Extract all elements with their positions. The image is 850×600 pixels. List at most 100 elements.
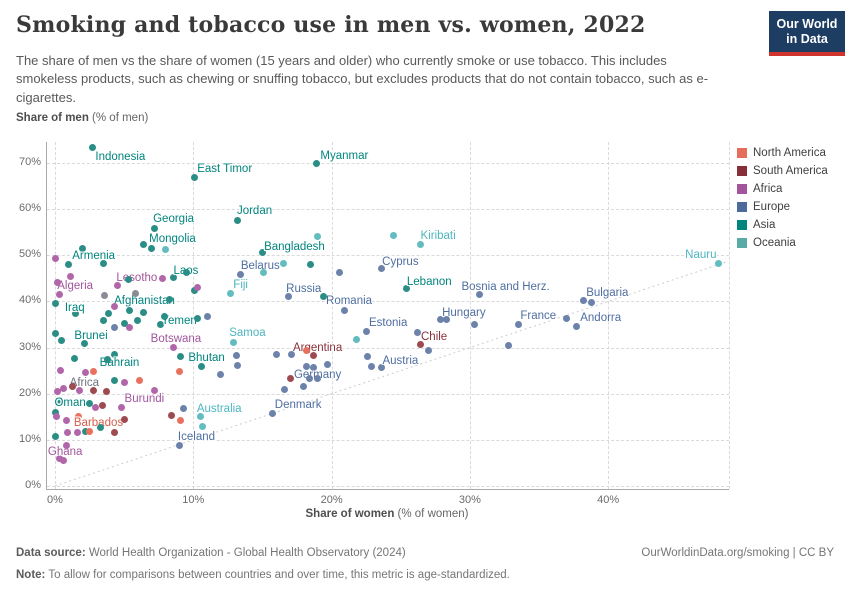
data-point-australia[interactable] — [196, 413, 204, 421]
owid-logo[interactable]: Our World in Data — [769, 11, 845, 56]
data-point[interactable] — [90, 387, 98, 395]
data-point[interactable] — [180, 405, 188, 413]
data-point-armenia[interactable] — [79, 244, 87, 252]
data-point[interactable] — [352, 336, 360, 344]
data-point-andorra[interactable] — [563, 314, 571, 322]
data-point-myanmar[interactable] — [312, 160, 320, 168]
data-point[interactable] — [51, 330, 59, 338]
legend-item-oceania[interactable]: Oceania — [737, 237, 828, 249]
data-point[interactable] — [86, 400, 94, 408]
data-point[interactable] — [323, 360, 331, 368]
data-point[interactable] — [59, 457, 67, 465]
data-point[interactable] — [307, 260, 315, 268]
data-point[interactable] — [160, 312, 168, 320]
data-point[interactable] — [104, 355, 112, 363]
data-point-fiji[interactable] — [227, 289, 235, 297]
data-point-cyprus[interactable] — [377, 264, 385, 272]
data-point[interactable] — [86, 427, 94, 435]
data-point[interactable] — [151, 386, 159, 394]
data-point-burundi[interactable] — [117, 404, 125, 412]
data-point[interactable] — [232, 352, 240, 360]
data-point-iceland[interactable] — [175, 442, 183, 450]
data-point-bangladesh[interactable] — [258, 249, 266, 257]
data-point[interactable] — [279, 259, 287, 267]
data-point[interactable] — [217, 371, 225, 379]
data-point[interactable] — [203, 312, 211, 320]
data-point-lebanon[interactable] — [402, 284, 410, 292]
data-point[interactable] — [120, 415, 128, 423]
data-point[interactable] — [588, 299, 596, 307]
data-point-bosnia-and-herz-[interactable] — [476, 291, 484, 299]
data-point[interactable] — [300, 383, 308, 391]
data-point[interactable] — [175, 367, 183, 375]
data-point[interactable] — [303, 363, 311, 371]
data-point[interactable] — [73, 429, 81, 437]
data-point[interactable] — [199, 422, 207, 430]
data-point[interactable] — [120, 378, 128, 386]
data-point[interactable] — [113, 281, 121, 289]
data-point[interactable] — [193, 283, 201, 291]
data-point-barbados[interactable] — [75, 412, 82, 420]
data-point[interactable] — [101, 292, 109, 300]
data-point[interactable] — [110, 323, 118, 331]
data-point-argentina[interactable] — [310, 352, 318, 360]
data-point-estonia[interactable] — [362, 328, 370, 336]
data-point-africa[interactable] — [70, 379, 78, 387]
data-point[interactable] — [120, 319, 128, 327]
data-point[interactable] — [110, 377, 118, 385]
data-point-mongolia[interactable] — [140, 240, 147, 248]
legend-item-south-america[interactable]: South America — [737, 165, 828, 177]
data-point-iraq[interactable] — [72, 310, 80, 318]
data-point-denmark[interactable] — [268, 409, 276, 417]
data-point[interactable] — [177, 416, 185, 424]
data-point[interactable] — [91, 404, 99, 412]
data-point-bahrain[interactable] — [110, 350, 118, 358]
data-point[interactable] — [97, 424, 105, 432]
data-point[interactable] — [319, 293, 327, 301]
data-point[interactable] — [90, 367, 98, 375]
data-point[interactable] — [124, 275, 132, 283]
data-point[interactable] — [135, 377, 143, 385]
data-point-jordan[interactable] — [234, 216, 242, 224]
data-point[interactable] — [166, 295, 174, 303]
data-point[interactable] — [182, 269, 190, 277]
data-point[interactable] — [110, 302, 118, 310]
data-point[interactable] — [572, 323, 580, 331]
data-point[interactable] — [58, 336, 66, 344]
data-point-nauru[interactable] — [715, 259, 723, 267]
data-point[interactable] — [505, 342, 513, 350]
data-point[interactable] — [99, 259, 107, 267]
data-point[interactable] — [281, 385, 289, 393]
data-point[interactable] — [69, 383, 77, 391]
data-point[interactable] — [272, 350, 280, 358]
data-point[interactable] — [51, 432, 59, 440]
data-point[interactable] — [62, 441, 70, 449]
data-point[interactable] — [51, 300, 59, 308]
data-point[interactable] — [287, 351, 295, 359]
data-point-france[interactable] — [514, 320, 522, 328]
data-point[interactable] — [260, 268, 268, 276]
data-point[interactable] — [131, 289, 139, 297]
data-point-yemen[interactable] — [156, 320, 164, 328]
data-point[interactable] — [76, 387, 84, 395]
data-point[interactable] — [368, 362, 376, 370]
data-point[interactable] — [102, 388, 110, 396]
data-point[interactable] — [134, 317, 142, 325]
legend-item-north-america[interactable]: North America — [737, 147, 828, 159]
data-point[interactable] — [442, 315, 450, 323]
data-point[interactable] — [52, 413, 60, 421]
data-point[interactable] — [66, 272, 74, 280]
data-point[interactable] — [81, 427, 89, 435]
data-point[interactable] — [54, 388, 62, 396]
data-point-georgia[interactable] — [151, 224, 159, 232]
data-point[interactable] — [99, 317, 107, 325]
data-point-lesotho[interactable] — [159, 275, 167, 283]
data-point[interactable] — [314, 374, 322, 382]
data-point[interactable] — [305, 375, 313, 383]
legend-item-asia[interactable]: Asia — [737, 219, 828, 231]
data-point[interactable] — [70, 354, 78, 362]
data-point-russia[interactable] — [285, 293, 293, 301]
data-point-oman[interactable] — [55, 396, 63, 404]
data-point-bhutan[interactable] — [198, 363, 206, 371]
data-point-chile[interactable] — [416, 341, 424, 349]
